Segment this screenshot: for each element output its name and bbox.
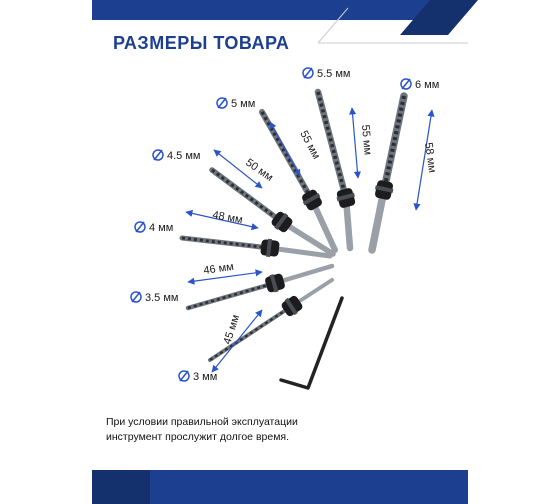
drill-bit [314, 88, 356, 252]
dimension-arrow [213, 149, 263, 189]
diameter-text-4-5: 4.5 мм [167, 150, 200, 162]
usage-note-line-2: инструмент прослужит долгое время. [106, 431, 290, 443]
diameter-label-5-5: 5.5 мм [302, 67, 350, 80]
drill-bit [368, 92, 408, 254]
diameter-text-4: 4 мм [149, 222, 173, 234]
diameter-icon [302, 67, 314, 79]
usage-note: При условии правильной эксплуатации инст… [106, 415, 406, 445]
diameter-label-3: 3 мм [178, 370, 217, 383]
diameter-icon [178, 370, 190, 382]
diameter-icon [152, 149, 164, 161]
length-label-58: 58 мм [422, 142, 438, 174]
diameter-text-6: 6 мм [415, 79, 439, 91]
diameter-icon [134, 221, 146, 233]
hex-key [279, 296, 344, 390]
diameter-label-4-5: 4.5 мм [152, 149, 200, 162]
drill-bit [185, 263, 335, 311]
diameter-text-3-5: 3.5 мм [145, 292, 178, 304]
diameter-text-5: 5 мм [231, 98, 255, 110]
length-label-55a: 55 мм [297, 129, 322, 161]
length-label-50: 50 мм [243, 157, 275, 184]
dimension-arrow [413, 109, 435, 211]
diameter-text-3: 3 мм [193, 371, 217, 383]
drill-bit [179, 235, 333, 259]
usage-note-line-1: При условии правильной эксплуатации [106, 416, 298, 428]
length-label-48: 48 мм [211, 209, 243, 226]
dimension-arrow [185, 209, 259, 231]
bottom-banner [92, 470, 468, 504]
diameter-label-4: 4 мм [134, 221, 173, 234]
diameter-label-5: 5 мм [216, 97, 255, 110]
diameter-label-3-5: 3.5 мм [130, 291, 178, 304]
length-label-55b: 55 мм [359, 124, 374, 155]
diameter-icon [130, 291, 142, 303]
dimension-arrow [269, 121, 301, 177]
length-label-46: 46 мм [203, 261, 235, 277]
diameter-text-5-5: 5.5 мм [317, 68, 350, 80]
dimension-arrow [211, 309, 263, 373]
top-banner [92, 0, 478, 44]
diameter-icon [216, 97, 228, 109]
dimension-arrow [348, 107, 362, 179]
diameter-label-6: 6 мм [400, 78, 439, 91]
page-title: РАЗМЕРЫ ТОВАРА [113, 33, 290, 53]
dimension-lines [185, 107, 435, 373]
diameter-icon [400, 78, 412, 90]
dimension-arrow [187, 269, 263, 285]
